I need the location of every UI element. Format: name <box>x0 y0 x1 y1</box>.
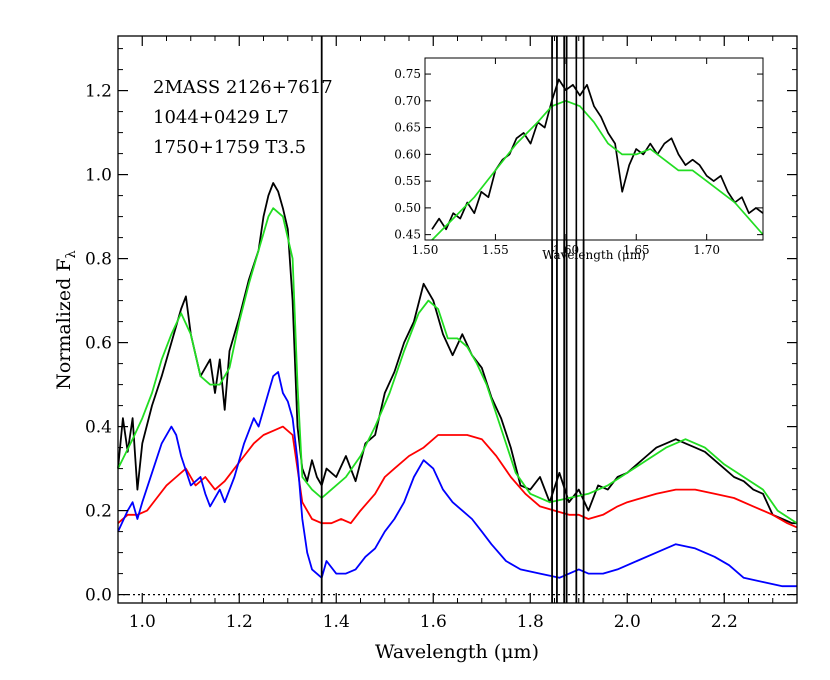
x-tick-label: 1.4 <box>323 612 350 632</box>
legend-entry-2mass-2126: 2MASS 2126+7617 <box>153 77 333 98</box>
inset-background <box>425 58 763 240</box>
legend-entry-1044-l7: 1044+0429 L7 <box>153 107 289 128</box>
inset-x-tick-label: 1.60 <box>552 243 579 257</box>
inset-y-axis-ticks: 0.45 0.50 0.55 0.60 0.65 0.70 0.75 <box>394 67 763 242</box>
x-tick-label: 2.0 <box>614 612 641 632</box>
inset-series-line-2mass-2126-7617 <box>431 78 764 231</box>
inset-chart: 1.50 1.55 1.60 1.65 1.70 0.45 0.50 0.55 0.60 0.6… <box>394 57 764 262</box>
x-tick-label: 1.8 <box>517 612 544 632</box>
series-line-model-fit <box>117 207 798 524</box>
inset-series-lines <box>431 58 764 241</box>
main-series-lines <box>117 182 798 588</box>
inset-y-tick-label: 0.45 <box>394 228 421 242</box>
y-tick-label: 0.2 <box>85 502 112 522</box>
inset-frame <box>424 57 764 241</box>
inset-y-tick-label: 0.65 <box>394 121 421 135</box>
legend-entry-1750-t3-5: 1750+1759 T3.5 <box>153 137 306 158</box>
y-tick-label: 0.0 <box>85 586 112 606</box>
series-line-1750-1759-t3-5 <box>117 371 797 588</box>
y-tick-label: 0.8 <box>85 250 112 270</box>
y-tick-label: 0.4 <box>85 418 112 438</box>
x-tick-label: 1.0 <box>129 612 156 632</box>
inset-x-axis-label: Wavelength (μm) <box>542 248 646 262</box>
inset-y-tick-label: 0.75 <box>394 67 421 81</box>
y-axis-ticks: 0.0 0.2 0.4 0.6 0.8 1.0 1.2 <box>85 48 797 606</box>
inset-y-tick-label: 0.50 <box>394 201 421 215</box>
y-tick-label: 0.6 <box>85 334 112 354</box>
y-axis-label-main: Normalized F <box>53 258 75 389</box>
y-tick-label: 1.0 <box>85 166 112 186</box>
x-axis-label: Wavelength (μm) <box>375 641 539 663</box>
inset-x-tick-label: 1.65 <box>623 243 650 257</box>
y-axis-label-subscript: λ <box>64 250 79 258</box>
inset-x-tick-label: 1.50 <box>412 243 439 257</box>
inset-x-axis-ticks: 1.50 1.55 1.60 1.65 1.70 <box>412 58 720 257</box>
x-tick-label: 2.2 <box>711 612 738 632</box>
y-axis-label: Normalized Fλ <box>53 250 79 390</box>
x-tick-label: 1.2 <box>226 612 253 632</box>
inset-y-tick-label: 0.55 <box>394 174 421 188</box>
series-line-1044-0429-l7 <box>117 425 798 529</box>
y-tick-label: 1.2 <box>85 82 112 102</box>
inset-x-tick-label: 1.55 <box>482 243 509 257</box>
legend: 2MASS 2126+7617 1044+0429 L7 1750+1759 T… <box>153 77 333 158</box>
x-axis-ticks: 1.0 1.2 1.4 1.6 1.8 2.0 2.2 <box>117 36 798 632</box>
inset-y-tick-label: 0.60 <box>394 147 421 161</box>
inset-x-tick-label: 1.70 <box>693 243 720 257</box>
inset-series-line-model-fit <box>431 99 764 241</box>
series-line-2mass-2126-7617 <box>117 182 797 525</box>
inset-y-tick-label: 0.70 <box>394 94 421 108</box>
x-tick-label: 1.6 <box>420 612 447 632</box>
